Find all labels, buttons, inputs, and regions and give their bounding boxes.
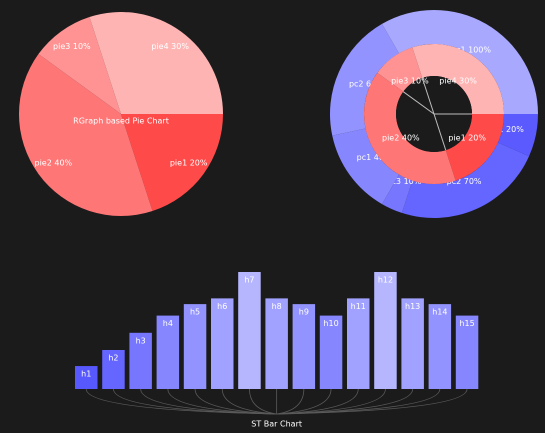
bar-h12 [374,272,397,389]
inner-ring-label: pie3 10% [391,76,429,85]
bar-h9 [292,304,316,389]
inner-ring-label: pie1 20% [448,134,486,143]
donut-chart: pc1 20% pc2 70% pc3 10% pc1 40% pc2 60% pc1 1… [330,9,538,219]
pie-slice-label: pie3 10% [53,42,91,51]
bar-h14 [428,304,452,389]
connector-line [140,388,277,415]
connector-line [276,388,468,415]
outer-ring-label: pc2 60% [349,79,384,88]
bar-label: h4 [163,319,173,328]
bar-label: h12 [378,276,393,285]
bar-h2 [102,350,125,389]
bar-h13 [401,298,424,389]
bar-h7 [238,272,261,389]
connector-line [194,388,277,415]
inner-ring-label: pie2 40% [382,134,420,143]
pie-slice-label: pie4 30% [151,42,189,51]
connector-line [276,388,414,415]
bar-label: h7 [244,276,254,285]
donut-spoke [402,91,435,115]
bar-label: h11 [351,302,366,311]
pie-slice-pie1 [121,114,223,212]
bar-label: h15 [459,319,474,328]
bar-label: h9 [299,308,309,317]
bar-label: h14 [432,308,447,317]
connector-line [276,388,441,415]
outer-ring-label: pc2 70% [447,177,482,186]
pie-chart-1: pie1 20% pie2 40% pie3 10% pie4 30% RGraph b… [19,12,223,217]
pie-slice-pie4 [89,12,223,115]
bar-label: h6 [217,302,227,311]
bar-label: h3 [136,336,146,345]
bar-h3 [129,332,152,389]
donut-spoke [433,113,447,151]
inner-ring-label: pie4 30% [439,76,477,85]
bar-h6 [211,298,234,389]
bar-h5 [183,304,207,389]
outer-ring-label: pc1 40% [357,153,392,162]
inner-ring-segment-1 [445,114,504,181]
outer-ring-label: pc1 100% [451,45,491,54]
pie-slice-label: pie2 40% [35,159,73,168]
outer-ring-segment-4 [332,128,399,205]
chart-title: RGraph based Pie Chart [73,117,169,126]
bar-label: h5 [190,308,200,317]
outer-ring-segment-3 [382,174,413,213]
outer-ring-segment-5 [330,23,399,136]
bar-h8 [265,298,288,389]
bar-label: h1 [81,370,91,379]
connector-line [276,388,305,415]
bar-chart: h1 h2 h3 h4 h5 h6 h7 h8 h9 h10 h11 h12 h13 h14 h15 ST B… [75,272,479,429]
bar-h4 [156,315,180,389]
connector-line [249,388,277,415]
bar-h1 [75,366,98,389]
bar-label: h10 [323,319,338,328]
bar-h10 [319,315,343,389]
outer-ring-label: pc1 20% [489,125,524,134]
outer-ring-segment-2 [401,142,530,219]
bar-label: h13 [405,302,420,311]
outer-ring-segment-1 [497,114,538,157]
donut-spoke [421,77,435,115]
pie-slice-pie2 [19,54,153,217]
bar-h15 [455,315,479,389]
bar-label: h8 [272,302,282,311]
bar-h11 [347,298,370,389]
inner-ring-segment-4 [412,44,504,114]
outer-ring-label: pc3 10% [386,177,421,186]
connector-line [113,388,277,415]
chart-title: ST Bar Chart [251,420,302,429]
connector-line [167,388,277,415]
connector-line [221,388,277,415]
outer-ring-segment-6 [382,9,538,114]
pie-slice-label: pie1 20% [170,159,208,168]
inner-ring-segment-3 [377,47,423,92]
inner-ring-segment-2 [363,72,456,185]
pie-slice-pie3 [38,16,121,115]
bar-label: h2 [108,354,118,363]
